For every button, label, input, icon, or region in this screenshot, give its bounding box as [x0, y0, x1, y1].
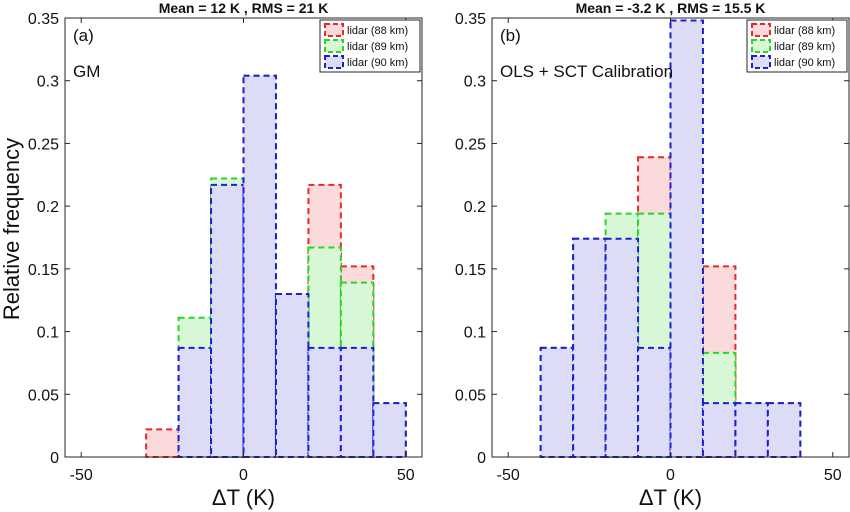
- legend-label: lidar (90 km): [774, 57, 835, 69]
- panel-a: 0 0.05 0.1 0.15 0.2 0.25 0.3 0.35 -50 0 50 ΔT (K) Me…: [28, 0, 423, 510]
- y-tick-label: 0.35: [28, 11, 59, 28]
- y-tick-label: 0.25: [455, 136, 486, 153]
- histogram-bar: [637, 346, 672, 458]
- histogram-bar: [307, 346, 342, 458]
- y-tick-label: 0.2: [464, 199, 486, 216]
- y-tick-label: 0.2: [37, 199, 59, 216]
- panel-label: (b): [500, 26, 521, 45]
- y-tick-label: 0.25: [28, 136, 59, 153]
- x-tick-label: 0: [666, 467, 675, 484]
- histogram-bar: [766, 402, 802, 458]
- histogram-bar: [372, 402, 407, 458]
- panel-b: 0 0.05 0.1 0.15 0.2 0.25 0.3 0.35 -50 0 50 ΔT (K) Me…: [455, 0, 850, 510]
- x-axis-label: ΔT (K): [212, 485, 275, 510]
- legend-label: lidar (88 km): [774, 25, 835, 37]
- histogram-bar: [210, 183, 245, 458]
- y-tick-label: 0.05: [28, 387, 59, 404]
- chart-title: Mean = -3.2 K , RMS = 15.5 K: [576, 0, 766, 16]
- shared-y-axis-label: Relative frequency: [0, 138, 24, 320]
- x-tick-label: -50: [497, 467, 520, 484]
- histogram-bar: [572, 237, 607, 458]
- histogram-bar: [701, 402, 737, 458]
- histogram-bar: [539, 346, 575, 458]
- series-lidar-90-km-: [539, 19, 802, 458]
- y-tick-label: 0: [50, 450, 59, 467]
- y-tick-label: 0.35: [455, 11, 486, 28]
- x-tick-label: 50: [824, 467, 842, 484]
- y-tick-label: 0.1: [37, 325, 59, 342]
- chart-title: Mean = 12 K , RMS = 21 K: [159, 0, 329, 16]
- x-tick-label: 50: [397, 467, 415, 484]
- panel-annotation: GM: [73, 62, 100, 81]
- histogram-bar: [339, 346, 375, 458]
- histogram-bar: [604, 237, 640, 458]
- legend-swatch: [751, 23, 771, 37]
- histogram-bar: [145, 428, 180, 458]
- legend-swatch: [324, 39, 344, 53]
- y-tick-label: 0.3: [37, 74, 59, 91]
- legend-label: lidar (88 km): [347, 25, 408, 37]
- x-axis-label: ΔT (K): [639, 485, 702, 510]
- y-tick-label: 0.05: [455, 387, 486, 404]
- x-tick-label: -50: [70, 467, 93, 484]
- histogram-bar: [274, 292, 310, 459]
- legend-swatch: [751, 39, 771, 53]
- legend: lidar (88 km) lidar (89 km) lidar (90 km): [746, 19, 848, 73]
- y-tick-label: 0.15: [28, 262, 59, 279]
- histogram-bar: [242, 74, 277, 458]
- y-tick-label: 0: [477, 450, 486, 467]
- histogram-bar: [669, 19, 704, 458]
- panel-annotation: OLS + SCT Calibration: [500, 62, 673, 81]
- histogram-bar: [177, 346, 213, 458]
- histogram-bar: [734, 402, 769, 458]
- legend-label: lidar (89 km): [347, 41, 408, 53]
- panel-label: (a): [73, 26, 94, 45]
- legend-swatch: [751, 55, 771, 69]
- legend-swatch: [324, 23, 344, 37]
- y-tick-label: 0.15: [455, 262, 486, 279]
- legend-label: lidar (89 km): [774, 41, 835, 53]
- legend: lidar (88 km) lidar (89 km) lidar (90 km): [319, 19, 421, 73]
- y-tick-label: 0.3: [464, 74, 486, 91]
- legend-swatch: [324, 55, 344, 69]
- x-tick-label: 0: [239, 467, 248, 484]
- legend-label: lidar (90 km): [347, 57, 408, 69]
- series-lidar-90-km-: [177, 74, 407, 459]
- y-tick-label: 0.1: [464, 325, 486, 342]
